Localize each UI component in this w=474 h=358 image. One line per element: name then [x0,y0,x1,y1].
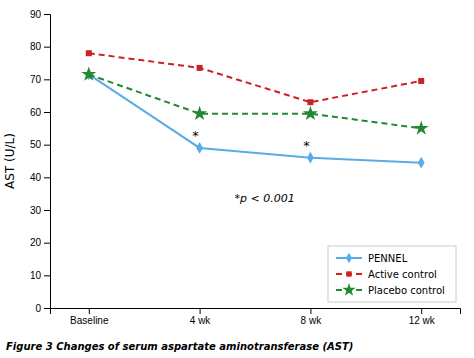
y-tick: 20 [30,237,50,248]
x-tick-mark [421,308,422,314]
x-tick-label: Baseline [70,315,109,326]
x-tick-mark [200,308,201,314]
legend-item: Active control [336,269,437,280]
y-tick-mark [44,210,50,211]
point [303,106,318,120]
y-tick-mark [44,79,50,80]
point [418,157,425,169]
x-tick: 8 wk [301,308,323,326]
point [307,99,313,105]
y-tick-label: 80 [30,41,42,52]
y-tick-mark [44,145,50,146]
y-tick: 10 [30,270,50,281]
x-tick-label: 8 wk [301,315,323,326]
series-line [89,74,421,162]
legend-marker [346,271,351,276]
point [81,67,96,81]
x-axis: Baseline 4 wk 8 wk 12 wk [51,308,461,326]
point [196,142,203,154]
legend-item: Placebo control [336,283,445,296]
y-tick-label: 0 [35,303,41,314]
legend-label: Active control [368,269,437,280]
y-tick: 90 [30,9,50,20]
point [418,78,424,84]
point [197,65,203,71]
x-tick: 12 wk [409,308,436,326]
x-tick-mark [310,308,311,314]
y-tick: 40 [30,172,50,183]
legend-marker [346,253,352,264]
y-tick-mark [44,308,50,309]
y-tick-label: 70 [30,74,42,85]
y-tick: 50 [30,139,50,150]
series-line [89,53,421,102]
marks [81,50,428,168]
annotation: * [192,128,199,143]
y-tick-mark [44,112,50,113]
y-tick-mark [44,177,50,178]
plot: Baseline 4 wk 8 wk 12 wk 0 10 20 30 40 50 60 70 80 90… [30,9,461,326]
legend: PENNEL Active control Placebo control [328,246,456,302]
annotations: * * *p < 0.001 [192,128,310,206]
legend-box [328,246,456,302]
legend-item: PENNEL [336,253,408,264]
y-tick-label: 20 [30,237,42,248]
y-tick-label: 40 [30,172,42,183]
point [307,152,314,164]
y-axis-line [44,15,51,309]
x-axis-line [51,309,461,315]
x-tick: 4 wk [190,308,212,326]
point [86,50,92,56]
x-tick-mark [89,308,90,314]
chart: Baseline 4 wk 8 wk 12 wk 0 10 20 30 40 50 60 70 80 90… [0,0,474,358]
y-tick-label: 30 [30,205,42,216]
y-tick-mark [44,14,50,15]
y-tick: 60 [30,107,50,118]
y-tick-label: 50 [30,139,42,150]
y-tick-label: 60 [30,107,42,118]
x-tick-label: 4 wk [190,315,212,326]
y-tick-mark [44,47,50,48]
series-line [89,74,421,128]
y-axis: 0 10 20 30 40 50 60 70 80 90 [30,9,51,314]
x-tick: Baseline [70,308,109,326]
y-tick: 30 [30,205,50,216]
legend-label: PENNEL [368,253,408,264]
caption: Figure 3 Changes of serum aspartate amin… [6,341,353,352]
y-tick: 80 [30,41,50,52]
y-tick-label: 10 [30,270,42,281]
y-tick: 0 [35,303,50,314]
y-tick: 70 [30,74,50,85]
y-tick-label: 90 [30,9,42,20]
annotation: * [303,138,310,153]
y-axis-title: AST (U/L) [3,133,17,189]
legend-marker [342,283,355,296]
annotation: *p < 0.001 [235,192,295,205]
y-tick-mark [44,275,50,276]
x-tick-label: 12 wk [409,315,436,326]
y-tick-mark [44,243,50,244]
point [414,120,429,134]
legend-label: Placebo control [368,285,445,296]
point [192,106,207,120]
